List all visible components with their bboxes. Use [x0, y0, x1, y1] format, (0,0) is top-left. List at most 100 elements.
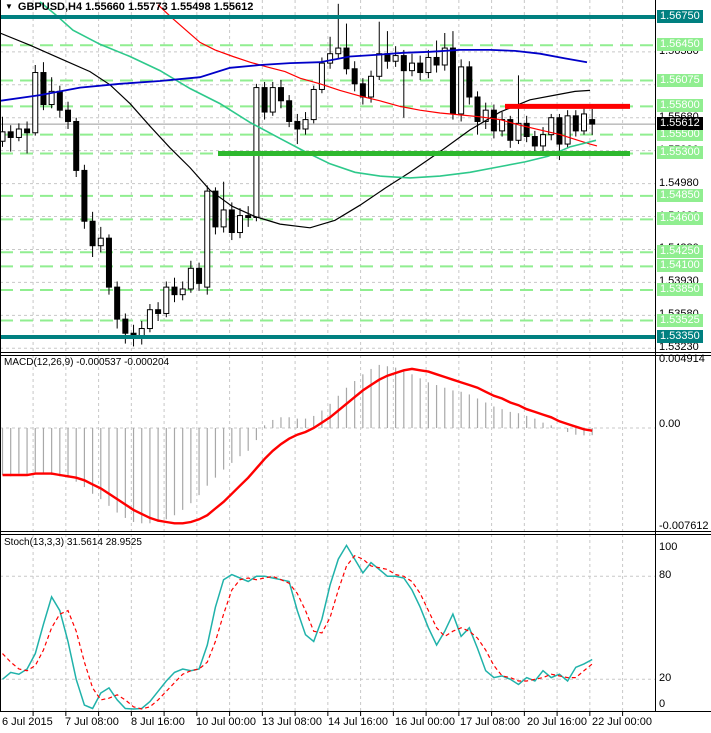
bull-candle: [580, 113, 587, 132]
bull-candle: [318, 62, 325, 90]
bear-candle: [351, 68, 358, 85]
price-level-badge-green: 1.56075: [657, 73, 703, 87]
price-tick-label: 1.53230: [659, 341, 699, 354]
bear-candle: [449, 47, 456, 115]
bear-candle: [417, 62, 424, 74]
bull-candle: [97, 237, 104, 247]
bull-candle: [425, 56, 432, 74]
stoch-k-line: [2, 543, 593, 710]
price-tick-label: 1.54980: [659, 176, 699, 189]
stoch-axis-label: 20: [659, 672, 672, 684]
time-axis-label: 14 Jul 16:00: [328, 716, 388, 728]
bull-candle: [32, 72, 39, 134]
bull-candle: [269, 87, 276, 113]
bear-candle: [228, 209, 235, 234]
bear-candle: [433, 56, 440, 66]
price-level-badge-teal: 1.53350: [657, 329, 703, 343]
bear-candle: [474, 96, 481, 122]
price-level-badge-teal: 1.56750: [657, 10, 703, 23]
bull-candle: [564, 115, 571, 145]
bear-candle: [277, 87, 284, 102]
bull-candle: [138, 328, 145, 337]
time-axis-label: 13 Jul 08:00: [262, 716, 322, 728]
bull-candle: [163, 286, 170, 314]
macd-indicator-label: MACD(12,26,9) -0.000537 -0.000204: [4, 357, 170, 368]
time-axis-label: 16 Jul 00:00: [395, 716, 455, 728]
macd-histogram: [1, 364, 593, 524]
bear-candle: [155, 309, 162, 314]
price-level-badge-green: 1.55500: [657, 127, 703, 141]
bear-candle: [490, 109, 497, 132]
bull-candle: [409, 62, 415, 72]
bull-candle: [15, 128, 22, 138]
price-level-badge-green: 1.56450: [657, 38, 703, 52]
bull-candle: [515, 122, 522, 141]
bull-candle: [392, 55, 399, 62]
bear-candle: [294, 120, 301, 130]
bear-candle: [89, 220, 96, 247]
panel-frames: [0, 0, 711, 716]
bear-candle: [40, 72, 47, 106]
stoch-axis-label: 100: [659, 541, 678, 553]
candlesticks: [0, 3, 596, 347]
time-axis-label: 8 Jul 16:00: [131, 716, 185, 728]
time-axis-label: 22 Jul 00:00: [592, 716, 652, 728]
analyst-lines: [0, 15, 655, 339]
bear-candle: [531, 136, 538, 147]
time-axis-label: 6 Jul 2015: [2, 716, 53, 728]
price-level-badge-green: 1.54100: [657, 259, 703, 273]
price-level-badge-green: 1.54850: [657, 188, 703, 202]
bull-candle: [310, 88, 317, 121]
bear-candle: [507, 119, 514, 141]
bull-candle: [441, 47, 448, 66]
chart-title-row: ▼ GBPUSD,H4 1.55660 1.55773 1.55498 1.556…: [5, 1, 253, 13]
bull-candle: [540, 134, 547, 147]
bull-candle: [327, 53, 334, 64]
bear-candle: [466, 66, 473, 98]
time-axis-label: 17 Jul 08:00: [460, 716, 520, 728]
price-level-badge-green: 1.54600: [657, 212, 703, 226]
bull-candle: [48, 90, 55, 106]
bear-candle: [523, 122, 530, 138]
bear-candle: [212, 190, 219, 228]
bear-candle: [65, 109, 72, 122]
macd-signal-line: [2, 367, 593, 525]
symbol-ohlc-title: GBPUSD,H4 1.55660 1.55773 1.55498 1.5561…: [17, 1, 254, 13]
macd-axis-label: -0.007612: [659, 520, 709, 532]
ma-green: [39, 1, 597, 179]
bear-candle: [572, 115, 579, 132]
bear-candle: [81, 169, 88, 222]
bull-candle: [458, 66, 465, 115]
bear-candle: [400, 55, 407, 72]
bear-candle: [114, 286, 121, 320]
bull-candle: [376, 53, 383, 77]
bull-candle: [0, 131, 6, 142]
bull-candle: [302, 119, 309, 130]
bull-candle: [237, 215, 244, 234]
grid-lines: [0, 0, 655, 711]
dropdown-triangle-icon[interactable]: ▼: [5, 2, 13, 11]
current-price-badge: 1.55612: [657, 117, 703, 131]
bear-candle: [245, 215, 252, 218]
bull-candle: [368, 75, 375, 98]
price-level-badge-green: 1.55800: [657, 99, 703, 113]
bear-candle: [56, 90, 63, 111]
bear-candle: [7, 131, 14, 138]
stoch-axis-label: 0: [659, 698, 666, 710]
macd-axis-label: 0.004914: [659, 353, 705, 365]
bull-candle: [146, 309, 153, 330]
stoch-indicator-label: Stoch(13,3,3) 31.5614 28.9525: [4, 537, 142, 548]
time-axis-label: 20 Jul 16:00: [527, 716, 587, 728]
price-level-badge-green: 1.53525: [657, 313, 703, 327]
ma-blue: [0, 49, 588, 102]
bear-candle: [105, 237, 112, 288]
bull-candle: [220, 209, 227, 228]
macd-axis-label: 0.00: [659, 418, 681, 430]
price-level-badge-green: 1.53850: [657, 282, 703, 296]
bear-candle: [24, 128, 31, 134]
stoch-axis-label: 80: [659, 569, 672, 581]
ma-red: [157, 4, 598, 147]
bull-candle: [482, 109, 489, 122]
bear-candle: [122, 318, 129, 334]
